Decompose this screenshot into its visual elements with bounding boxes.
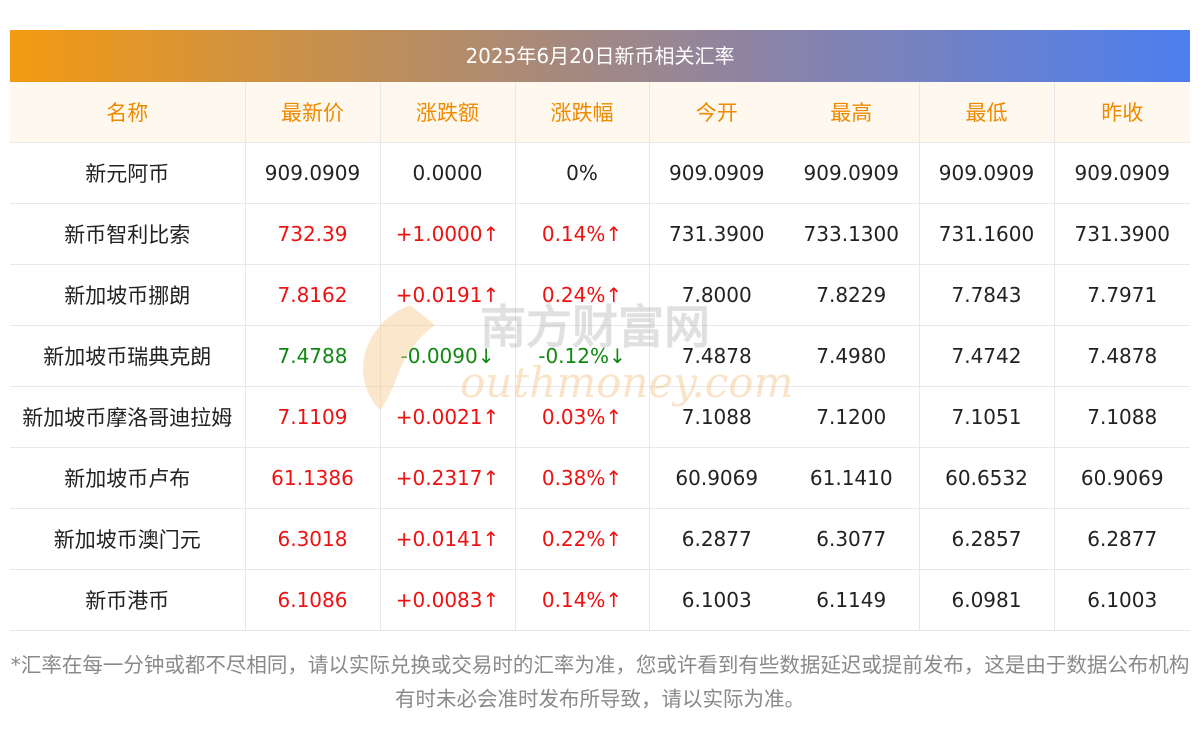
cell-change: +0.0021↑ bbox=[380, 386, 516, 448]
cell-open: 7.4878 bbox=[649, 325, 784, 387]
column-header-latest: 最新价 bbox=[245, 82, 381, 143]
column-header-change: 涨跌额 bbox=[380, 82, 516, 143]
cell-high: 61.1410 bbox=[784, 447, 920, 509]
cell-change: 0.0000 bbox=[380, 142, 516, 204]
cell-change-pct: 0% bbox=[515, 142, 650, 204]
cell-low: 909.0909 bbox=[919, 142, 1055, 204]
exchange-rate-table: 名称 最新价 涨跌额 涨跌幅 今开 最高 最低 昨收 新元阿币 909.0909 0… bbox=[10, 82, 1190, 631]
cell-latest: 6.1086 bbox=[245, 569, 381, 631]
cell-low: 6.2857 bbox=[919, 508, 1055, 570]
cell-open: 909.0909 bbox=[649, 142, 784, 204]
column-header-low: 最低 bbox=[919, 82, 1055, 143]
column-header-name: 名称 bbox=[10, 82, 246, 143]
cell-change-pct: 0.24%↑ bbox=[515, 264, 650, 326]
column-header-prev-close: 昨收 bbox=[1054, 82, 1190, 143]
cell-open: 6.2877 bbox=[649, 508, 784, 570]
table-row: 新加坡币瑞典克朗 7.4788 -0.0090↓ -0.12%↓ 7.4878 7.498… bbox=[10, 325, 1190, 387]
cell-open: 6.1003 bbox=[649, 569, 784, 631]
cell-name: 新币智利比索 bbox=[10, 203, 246, 265]
column-header-open: 今开 bbox=[649, 82, 784, 143]
cell-change-pct: 0.14%↑ bbox=[515, 569, 650, 631]
cell-low: 7.1051 bbox=[919, 386, 1055, 448]
cell-latest: 7.4788 bbox=[245, 325, 381, 387]
cell-high: 7.8229 bbox=[784, 264, 920, 326]
table-row: 新加坡币挪朗 7.8162 +0.0191↑ 0.24%↑ 7.8000 7.8229 7.… bbox=[10, 264, 1190, 326]
cell-open: 60.9069 bbox=[649, 447, 784, 509]
cell-name: 新加坡币挪朗 bbox=[10, 264, 246, 326]
cell-open: 7.1088 bbox=[649, 386, 784, 448]
cell-open: 731.3900 bbox=[649, 203, 784, 265]
column-header-change-pct: 涨跌幅 bbox=[515, 82, 650, 143]
cell-latest: 909.0909 bbox=[245, 142, 381, 204]
cell-change-pct: 0.38%↑ bbox=[515, 447, 650, 509]
cell-name: 新加坡币瑞典克朗 bbox=[10, 325, 246, 387]
table-header-row: 名称 最新价 涨跌额 涨跌幅 今开 最高 最低 昨收 bbox=[10, 82, 1190, 143]
cell-open: 7.8000 bbox=[649, 264, 784, 326]
cell-low: 6.0981 bbox=[919, 569, 1055, 631]
table-row: 新加坡币澳门元 6.3018 +0.0141↑ 0.22%↑ 6.2877 6.3077 6… bbox=[10, 508, 1190, 570]
cell-latest: 732.39 bbox=[245, 203, 381, 265]
cell-name: 新加坡币卢布 bbox=[10, 447, 246, 509]
table-row: 新元阿币 909.0909 0.0000 0% 909.0909 909.0909 909.… bbox=[10, 142, 1190, 204]
cell-latest: 6.3018 bbox=[245, 508, 381, 570]
cell-prev-close: 7.1088 bbox=[1054, 386, 1190, 448]
cell-prev-close: 7.4878 bbox=[1054, 325, 1190, 387]
cell-low: 731.1600 bbox=[919, 203, 1055, 265]
cell-change: +1.0000↑ bbox=[380, 203, 516, 265]
cell-high: 909.0909 bbox=[784, 142, 920, 204]
cell-latest: 7.1109 bbox=[245, 386, 381, 448]
table-row: 新币智利比索 732.39 +1.0000↑ 0.14%↑ 731.3900 733.13… bbox=[10, 203, 1190, 265]
cell-high: 7.1200 bbox=[784, 386, 920, 448]
column-header-high: 最高 bbox=[784, 82, 920, 143]
table-row: 新加坡币卢布 61.1386 +0.2317↑ 0.38%↑ 60.9069 61.141… bbox=[10, 447, 1190, 509]
cell-name: 新加坡币摩洛哥迪拉姆 bbox=[10, 386, 246, 448]
cell-name: 新元阿币 bbox=[10, 142, 246, 204]
cell-high: 733.1300 bbox=[784, 203, 920, 265]
cell-latest: 7.8162 bbox=[245, 264, 381, 326]
cell-prev-close: 6.1003 bbox=[1054, 569, 1190, 631]
disclaimer-footnote: *汇率在每一分钟或都不尽相同，请以实际兑换或交易时的汇率为准，您或许看到有些数据… bbox=[10, 653, 1190, 711]
cell-change: -0.0090↓ bbox=[380, 325, 516, 387]
cell-prev-close: 731.3900 bbox=[1054, 203, 1190, 265]
cell-change-pct: 0.22%↑ bbox=[515, 508, 650, 570]
cell-prev-close: 6.2877 bbox=[1054, 508, 1190, 570]
cell-change: +0.0083↑ bbox=[380, 569, 516, 631]
cell-high: 6.3077 bbox=[784, 508, 920, 570]
table-title: 2025年6月20日新币相关汇率 bbox=[10, 30, 1190, 82]
cell-change: +0.0191↑ bbox=[380, 264, 516, 326]
cell-name: 新加坡币澳门元 bbox=[10, 508, 246, 570]
table-row: 新加坡币摩洛哥迪拉姆 7.1109 +0.0021↑ 0.03%↑ 7.1088 7.12… bbox=[10, 386, 1190, 448]
table-row: 新币港币 6.1086 +0.0083↑ 0.14%↑ 6.1003 6.1149 6.09… bbox=[10, 569, 1190, 631]
cell-change-pct: -0.12%↓ bbox=[515, 325, 650, 387]
cell-high: 6.1149 bbox=[784, 569, 920, 631]
cell-high: 7.4980 bbox=[784, 325, 920, 387]
cell-name: 新币港币 bbox=[10, 569, 246, 631]
cell-change: +0.2317↑ bbox=[380, 447, 516, 509]
cell-low: 7.4742 bbox=[919, 325, 1055, 387]
cell-prev-close: 7.7971 bbox=[1054, 264, 1190, 326]
cell-latest: 61.1386 bbox=[245, 447, 381, 509]
cell-prev-close: 60.9069 bbox=[1054, 447, 1190, 509]
cell-low: 60.6532 bbox=[919, 447, 1055, 509]
cell-prev-close: 909.0909 bbox=[1054, 142, 1190, 204]
cell-change: +0.0141↑ bbox=[380, 508, 516, 570]
cell-low: 7.7843 bbox=[919, 264, 1055, 326]
cell-change-pct: 0.03%↑ bbox=[515, 386, 650, 448]
cell-change-pct: 0.14%↑ bbox=[515, 203, 650, 265]
